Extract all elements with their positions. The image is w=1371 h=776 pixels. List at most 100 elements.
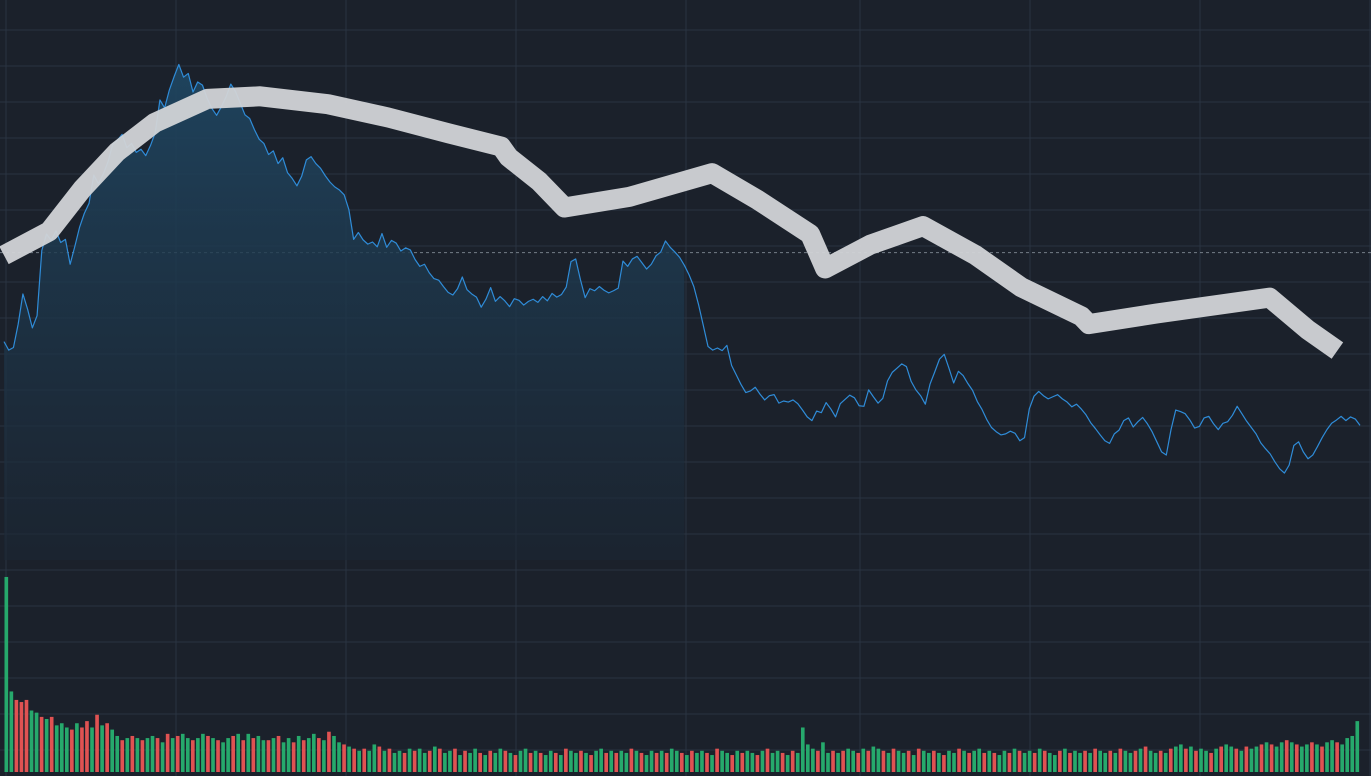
volume-bar bbox=[594, 750, 598, 772]
volume-bar bbox=[574, 752, 578, 772]
volume-bar bbox=[1244, 746, 1249, 772]
volume-bar bbox=[579, 750, 583, 772]
volume-bar bbox=[745, 750, 750, 772]
volume-bar bbox=[1113, 752, 1118, 772]
volume-bar bbox=[1179, 744, 1183, 772]
volume-bar bbox=[1148, 750, 1153, 772]
volume-bar bbox=[649, 750, 654, 772]
volume-bar bbox=[352, 748, 356, 772]
volume-bar bbox=[448, 750, 452, 772]
volume-bar bbox=[135, 738, 140, 772]
volume-bar bbox=[1108, 750, 1113, 772]
volume-bar bbox=[982, 752, 987, 772]
volume-bar bbox=[1199, 748, 1203, 772]
volume-bar bbox=[548, 750, 553, 772]
volume-bar bbox=[241, 740, 246, 772]
volume-bar bbox=[392, 752, 397, 772]
volume-bar bbox=[942, 755, 946, 772]
volume-bar bbox=[191, 740, 195, 772]
volume-bar bbox=[685, 755, 689, 772]
volume-bar bbox=[1123, 750, 1128, 772]
volume-bar bbox=[1163, 752, 1168, 772]
volume-bar bbox=[95, 714, 99, 772]
volume-bar bbox=[261, 740, 266, 772]
volume-bar bbox=[886, 752, 891, 772]
volume-bar bbox=[1279, 742, 1284, 772]
volume-bar bbox=[1264, 742, 1269, 772]
volume-bar bbox=[1209, 752, 1213, 772]
volume-bar bbox=[372, 744, 377, 772]
volume-bar bbox=[1320, 746, 1324, 772]
volume-bar bbox=[528, 752, 533, 772]
volume-bar bbox=[382, 750, 387, 772]
volume-bar bbox=[937, 752, 941, 772]
volume-bar bbox=[1284, 740, 1289, 772]
overlay-trend-stroke bbox=[0, 86, 1344, 359]
volume-bar bbox=[710, 755, 714, 772]
volume-bar bbox=[1168, 748, 1173, 772]
volume-bar bbox=[145, 738, 150, 772]
volume-bar bbox=[1335, 742, 1339, 772]
volume-bar bbox=[110, 729, 114, 772]
price-area-fill bbox=[4, 64, 685, 560]
volume-bar bbox=[861, 748, 866, 772]
volume-bar bbox=[725, 752, 729, 772]
volume-bar bbox=[206, 735, 210, 772]
volume-bar bbox=[987, 750, 992, 772]
volume-bar bbox=[800, 727, 805, 772]
volume-bar bbox=[311, 733, 316, 772]
volume-bar bbox=[443, 752, 447, 772]
volume-bar bbox=[1083, 750, 1087, 772]
volume-bar bbox=[891, 748, 896, 772]
volume-bar bbox=[952, 752, 956, 772]
volume-bar bbox=[629, 748, 634, 772]
volume-bar bbox=[357, 750, 361, 772]
volume-bar bbox=[327, 731, 331, 772]
volume-bar bbox=[926, 752, 931, 772]
volume-bar bbox=[1138, 748, 1143, 772]
volume-bar bbox=[1254, 746, 1259, 772]
volume-bar bbox=[412, 750, 417, 772]
volume-bar bbox=[1305, 744, 1309, 772]
volume-bar bbox=[851, 750, 856, 772]
volume-bar bbox=[317, 738, 321, 772]
volume-bar bbox=[387, 748, 392, 772]
volume-bar bbox=[1219, 746, 1223, 772]
volume-bar bbox=[478, 752, 482, 772]
volume-bar bbox=[806, 744, 810, 772]
volume-bar bbox=[1002, 750, 1007, 772]
volume-bar bbox=[559, 755, 563, 772]
volume-bar bbox=[871, 746, 876, 772]
volume-bar bbox=[1173, 746, 1178, 772]
volume-bar bbox=[967, 752, 971, 772]
volume-bar bbox=[821, 742, 825, 772]
volume-bar bbox=[90, 727, 94, 772]
volume-bar bbox=[921, 750, 926, 772]
volume-bar bbox=[59, 723, 64, 772]
volume-bar bbox=[705, 752, 709, 772]
volume-bar bbox=[211, 738, 215, 772]
volume-bar bbox=[543, 755, 548, 772]
volume-bar bbox=[715, 748, 719, 772]
volume-bar bbox=[422, 752, 427, 772]
volume-bar bbox=[85, 721, 89, 772]
volume-bar bbox=[246, 733, 251, 772]
volume-bar bbox=[256, 735, 261, 772]
volume-bar bbox=[1078, 752, 1082, 772]
volume-bar bbox=[367, 750, 372, 772]
volume-bar bbox=[251, 738, 256, 772]
volume-bar bbox=[538, 752, 543, 772]
volume-bar bbox=[1032, 752, 1037, 772]
volume-bar bbox=[962, 750, 966, 772]
volume-bar bbox=[1249, 748, 1254, 772]
volume-bar bbox=[291, 742, 296, 772]
volume-bar bbox=[533, 750, 538, 772]
volume-bar bbox=[301, 740, 306, 772]
volume-bar bbox=[599, 748, 603, 772]
volume-bar bbox=[322, 740, 326, 772]
volume-bar bbox=[70, 729, 74, 772]
price-series-line bbox=[3, 63, 1361, 474]
volume-bar bbox=[1068, 752, 1072, 772]
volume-bar bbox=[19, 702, 24, 772]
